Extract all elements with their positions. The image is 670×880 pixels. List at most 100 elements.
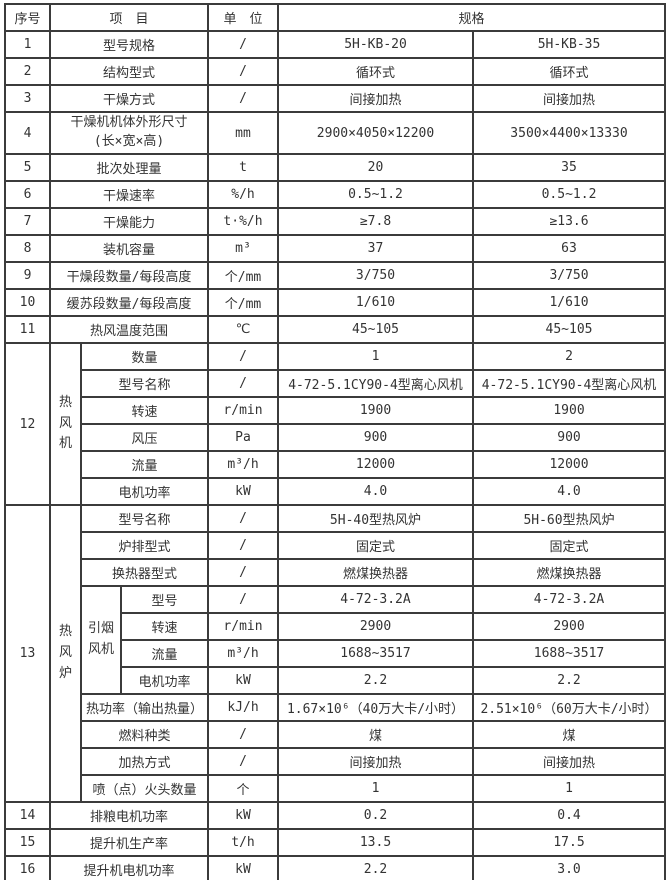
spec1-cell: 循环式 (277, 57, 474, 86)
spec2-cell: 3.0 (471, 855, 667, 880)
header-spec: 规格 (276, 3, 667, 32)
spec2-cell: 0.5~1.2 (471, 180, 667, 209)
spec1-cell: 5H-KB-20 (277, 30, 474, 59)
item-cell: 热功率（输出热量） (80, 693, 209, 722)
unit-cell: / (207, 504, 279, 533)
spec1-cell: 2900 (277, 612, 474, 641)
table-row: 引烟风机 型号 / 4-72-3.2A 4-72-3.2A (5, 585, 667, 695)
spec2-cell: 5H-KB-35 (471, 30, 667, 59)
spec2-cell: 3500×4400×13330 (471, 111, 667, 155)
unit-cell: / (207, 720, 279, 749)
unit-cell: ℃ (207, 315, 279, 344)
unit-cell: / (207, 585, 279, 614)
header-unit: 单 位 (207, 3, 279, 32)
spec1-cell: 4-72-3.2A (277, 585, 474, 614)
table-row: 炉排型式 / 固定式 固定式 (5, 531, 667, 560)
serial-cell: 5 (4, 153, 51, 182)
unit-cell: / (207, 747, 279, 776)
table-row: 5 批次处理量 t 20 35 (4, 153, 667, 182)
item-cell: 干燥段数量/每段高度 (49, 261, 209, 290)
item-cell: 电机功率 (120, 666, 209, 695)
unit-cell: 个 (207, 774, 279, 803)
unit-cell: / (207, 30, 279, 59)
item-cell: 电机功率 (80, 477, 209, 506)
serial-cell: 2 (4, 57, 51, 86)
header-no: 序号 (4, 3, 51, 32)
spec2-cell: 2900 (471, 612, 667, 641)
serial-cell: 1 (4, 30, 51, 59)
table-row: 10 缓苏段数量/每段高度 个/mm 1/610 1/610 (4, 288, 667, 317)
serial-cell: 10 (4, 288, 51, 317)
item-cell: 燃料种类 (80, 720, 209, 749)
item-cell: 热风温度范围 (49, 315, 209, 344)
spec1-cell: 37 (277, 234, 474, 263)
item-cell: 排粮电机功率 (49, 801, 209, 830)
spec2-cell: 4-72-5.1CY90-4型离心风机 (471, 369, 667, 398)
item-cell: 型号名称 (80, 504, 209, 533)
unit-cell: kW (207, 666, 279, 695)
spec1-cell: 1900 (277, 396, 474, 425)
table-row: 流量 m³/h 12000 12000 (5, 450, 667, 479)
table-row: 电机功率 kW 2.2 2.2 (5, 666, 667, 695)
unit-cell: kW (207, 477, 279, 506)
spec1-cell: 2.2 (277, 855, 474, 880)
header-item: 项 目 (49, 3, 209, 32)
table-row: 风压 Pa 900 900 (5, 423, 667, 452)
item-cell: 干燥速率 (49, 180, 209, 209)
subgroup-label: 引烟风机 (87, 621, 114, 657)
table-row: 13 热风炉 型号名称 / 5H-40型热风炉 5H-60型热风炉 (4, 504, 667, 803)
spec1-cell: 间接加热 (277, 84, 474, 113)
spec1-cell: 0.2 (277, 801, 474, 830)
spec1-cell: 间接加热 (277, 747, 474, 776)
group12-serial-cell: 12 (4, 342, 51, 506)
spec2-cell: 0.4 (471, 801, 667, 830)
spec1-cell: 4.0 (277, 477, 474, 506)
spec1-cell: 3/750 (277, 261, 474, 290)
item-cell: 批次处理量 (49, 153, 209, 182)
item-cell: 风压 (80, 423, 209, 452)
item-cell: 结构型式 (49, 57, 209, 86)
unit-cell: Pa (207, 423, 279, 452)
header-row: 序号 项 目 单 位 规格 (4, 3, 667, 32)
spec2-cell: 间接加热 (471, 747, 667, 776)
item-cell: 干燥机机体外形尺寸 (长×宽×高) (49, 111, 209, 155)
spec2-cell: 1688~3517 (471, 639, 667, 668)
serial-cell: 8 (4, 234, 51, 263)
spec1-cell: 5H-40型热风炉 (277, 504, 474, 533)
unit-cell: t (207, 153, 279, 182)
spec2-cell: 3/750 (471, 261, 667, 290)
unit-cell: / (207, 558, 279, 587)
item-cell: 流量 (120, 639, 209, 668)
table-row: 14 排粮电机功率 kW 0.2 0.4 (4, 801, 667, 830)
item-cell: 干燥能力 (49, 207, 209, 236)
unit-cell: 个/mm (207, 261, 279, 290)
spec2-cell: 循环式 (471, 57, 667, 86)
item-cell: 炉排型式 (80, 531, 209, 560)
table-row: 2 结构型式 / 循环式 循环式 (4, 57, 667, 86)
spec1-cell: 900 (277, 423, 474, 452)
unit-cell: kW (207, 801, 279, 830)
group12-label-cell: 热风机 (49, 342, 82, 506)
spec2-cell: 1 (471, 774, 667, 803)
spec2-cell: 间接加热 (471, 84, 667, 113)
spec2-cell: 2.2 (471, 666, 667, 695)
spec1-cell: 2.2 (277, 666, 474, 695)
spec2-cell: 4.0 (471, 477, 667, 506)
unit-cell: %/h (207, 180, 279, 209)
spec2-cell: 煤 (471, 720, 667, 749)
spec1-cell: 12000 (277, 450, 474, 479)
table-row: 4 干燥机机体外形尺寸 (长×宽×高) mm 2900×4050×12200 3… (4, 111, 667, 155)
unit-cell: mm (207, 111, 279, 155)
unit-cell: / (207, 342, 279, 371)
item-cell: 加热方式 (80, 747, 209, 776)
unit-cell: t/h (207, 828, 279, 857)
spec1-cell: 2900×4050×12200 (277, 111, 474, 155)
table-row: 型号名称 / 4-72-5.1CY90-4型离心风机 4-72-5.1CY90-… (5, 369, 667, 398)
spec1-cell: ≥7.8 (277, 207, 474, 236)
table-row: 流量 m³/h 1688~3517 1688~3517 (5, 639, 667, 668)
table-row: 6 干燥速率 %/h 0.5~1.2 0.5~1.2 (4, 180, 667, 209)
spec1-cell: 燃煤换热器 (277, 558, 474, 587)
table-row: 热功率（输出热量） kJ/h 1.67×10⁶（40万大卡/小时） 2.51×1… (5, 693, 667, 722)
table-row: 燃料种类 / 煤 煤 (5, 720, 667, 749)
